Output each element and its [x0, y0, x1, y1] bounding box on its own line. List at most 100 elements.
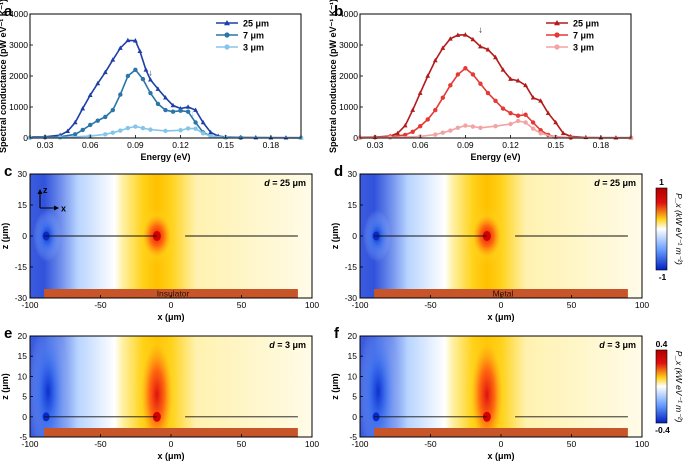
- data-point: [148, 90, 153, 96]
- x-tick-label: 50: [237, 439, 247, 449]
- substrate-label: Insulator: [157, 289, 190, 299]
- x-tick-label: 0.09: [127, 140, 144, 150]
- data-point: [200, 131, 206, 136]
- axis-glyph-x-label: x: [61, 204, 66, 214]
- data-point: [163, 107, 168, 113]
- thickness-value: = 25 μm: [600, 178, 636, 188]
- data-point: [470, 124, 476, 129]
- data-point: [410, 107, 416, 112]
- legend-marker: [224, 44, 230, 50]
- data-point: [538, 128, 543, 133]
- legend-marker: [554, 20, 560, 26]
- axis-glyph-z-arrow: [37, 189, 43, 194]
- x-axis-label: x (μm): [157, 451, 184, 461]
- data-point: [500, 106, 506, 111]
- arrow-annotation: ↓: [478, 25, 483, 35]
- data-point: [538, 98, 544, 103]
- x-tick-label: 0: [499, 439, 504, 449]
- x-axis-label: Energy (eV): [470, 152, 520, 162]
- colorbar-max-label: 0.4: [656, 339, 668, 349]
- data-point: [118, 128, 123, 133]
- legend-label: 7 μm: [573, 31, 594, 41]
- data-point: [455, 32, 461, 37]
- data-point: [140, 76, 146, 82]
- y-tick-label: 3000: [9, 40, 28, 50]
- panel-label: c: [4, 163, 12, 180]
- x-tick-label: -50: [424, 300, 437, 310]
- y-tick-label: 0: [23, 133, 28, 143]
- data-point: [470, 72, 476, 77]
- data-point: [515, 118, 521, 124]
- y-tick-label: 10: [18, 371, 28, 381]
- series-line-0: [29, 39, 301, 139]
- colorbar-min-label: -1: [659, 272, 667, 282]
- thickness-variable: d: [599, 340, 605, 350]
- y-tick-label: 0: [353, 133, 358, 143]
- data-point: [515, 78, 521, 83]
- x-tick-label: -100: [21, 439, 38, 449]
- x-tick-label: 0.06: [82, 140, 99, 150]
- y-tick-label: 3000: [339, 40, 358, 50]
- y-tick-label: 4000: [339, 9, 358, 19]
- thickness-variable: d: [264, 178, 270, 188]
- x-tick-label: 0.12: [502, 140, 519, 150]
- y-axis-label: z (μm): [330, 373, 340, 400]
- x-tick-label: -100: [351, 300, 368, 310]
- legend-label: 3 μm: [243, 43, 264, 53]
- x-tick-label: 0.18: [593, 140, 610, 150]
- y-tick-label: 10: [348, 371, 358, 381]
- data-point: [117, 45, 123, 50]
- y-tick-label: 20: [348, 331, 358, 341]
- x-tick-label: 0.06: [412, 140, 429, 150]
- thickness-value: = 3 μm: [605, 340, 636, 350]
- data-point: [178, 108, 183, 113]
- x-tick-label: -50: [94, 300, 107, 310]
- data-point: [523, 120, 528, 125]
- y-tick-label: -30: [15, 293, 28, 303]
- x-tick-label: 0.15: [217, 140, 234, 150]
- data-point: [185, 109, 191, 114]
- x-tick-label: 100: [305, 439, 319, 449]
- x-tick-label: -50: [424, 439, 437, 449]
- data-point: [163, 128, 168, 134]
- y-tick-label: 30: [348, 169, 358, 179]
- data-point: [185, 126, 191, 131]
- substrate-bar: [44, 428, 298, 437]
- data-point: [208, 133, 213, 139]
- colorbar-max-label: 1: [659, 177, 664, 187]
- data-point: [178, 128, 183, 133]
- thickness-variable: d: [594, 178, 600, 188]
- y-axis-label: z (μm): [0, 223, 10, 250]
- legend-marker: [554, 44, 560, 50]
- legend-marker: [554, 32, 560, 38]
- data-point: [432, 57, 438, 63]
- data-point: [440, 130, 446, 135]
- y-tick-label: 20: [18, 331, 28, 341]
- y-tick-label: 2000: [9, 71, 28, 81]
- x-tick-label: 0: [169, 300, 174, 310]
- data-point: [103, 114, 108, 120]
- x-axis-label: x (μm): [157, 312, 184, 322]
- data-point: [485, 90, 491, 96]
- data-point: [425, 117, 430, 122]
- panel-c: c Insulator -100 -50 0 50 100 -30 -15 0 15 30 x (μm)…: [0, 163, 319, 322]
- data-point: [425, 73, 431, 78]
- data-point: [418, 124, 423, 129]
- data-point: [102, 69, 108, 75]
- panel-label: b: [334, 3, 343, 20]
- axis-glyph-z-label: z: [43, 185, 48, 195]
- data-point: [110, 107, 116, 113]
- data-point: [163, 95, 168, 100]
- legend-label: 3 μm: [573, 43, 594, 53]
- y-tick-label: 2000: [339, 71, 358, 81]
- data-point: [515, 113, 521, 118]
- x-tick-label: 100: [635, 439, 649, 449]
- x-tick-label: 50: [567, 439, 577, 449]
- legend-marker: [224, 32, 230, 38]
- x-axis-label: Energy (eV): [140, 152, 190, 162]
- thickness-label: d = 3 μm: [269, 340, 306, 350]
- data-point: [170, 102, 176, 108]
- data-point: [133, 124, 138, 129]
